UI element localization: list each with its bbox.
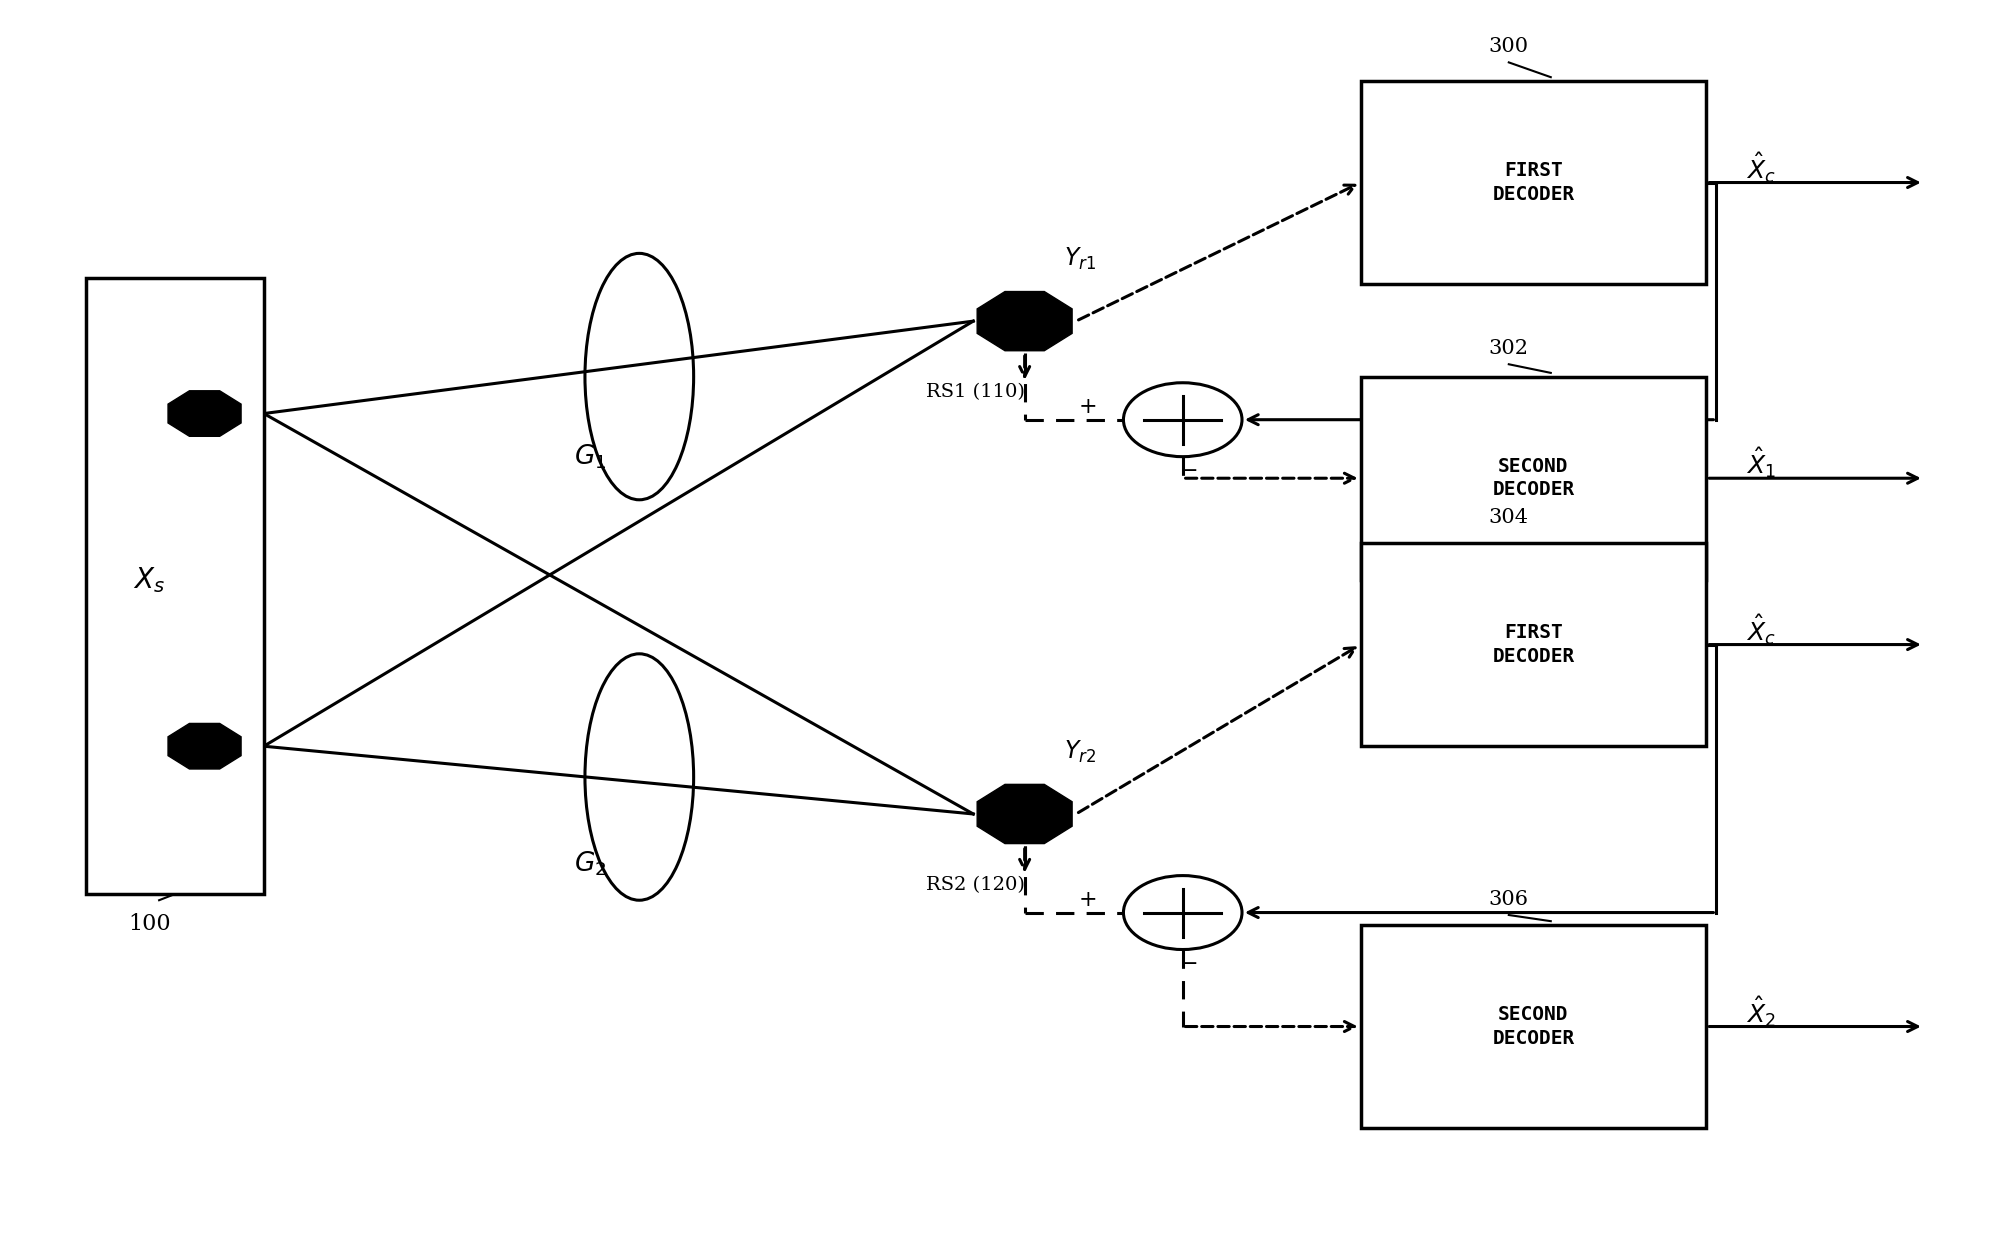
Polygon shape	[167, 391, 241, 436]
Text: $Y_{r1}$: $Y_{r1}$	[1064, 245, 1096, 272]
Text: FIRST
DECODER: FIRST DECODER	[1492, 161, 1573, 204]
Text: SECOND
DECODER: SECOND DECODER	[1492, 1006, 1573, 1048]
Text: $X_s$: $X_s$	[133, 564, 165, 594]
Text: RS1 (110): RS1 (110)	[925, 383, 1024, 401]
Polygon shape	[977, 785, 1072, 844]
Text: $Y_{r2}$: $Y_{r2}$	[1064, 739, 1096, 765]
Text: RS2 (120): RS2 (120)	[925, 876, 1024, 893]
FancyBboxPatch shape	[1360, 376, 1705, 579]
Text: −: −	[1179, 953, 1197, 976]
Text: 302: 302	[1488, 339, 1528, 358]
Text: $G_1$: $G_1$	[573, 442, 607, 471]
FancyBboxPatch shape	[1360, 925, 1705, 1128]
Text: $G_2$: $G_2$	[573, 849, 607, 877]
Text: SECOND
DECODER: SECOND DECODER	[1492, 457, 1573, 500]
Polygon shape	[977, 292, 1072, 350]
Text: FIRST
DECODER: FIRST DECODER	[1492, 623, 1573, 665]
Text: 306: 306	[1488, 890, 1528, 908]
Text: $\hat{X}_1$: $\hat{X}_1$	[1744, 445, 1774, 480]
Text: +: +	[1078, 396, 1096, 419]
FancyBboxPatch shape	[1360, 543, 1705, 746]
Text: $\hat{X}_c$: $\hat{X}_c$	[1744, 150, 1774, 184]
Text: 100: 100	[127, 912, 171, 934]
FancyBboxPatch shape	[1360, 81, 1705, 284]
Text: −: −	[1179, 461, 1197, 482]
Text: $\hat{X}_2$: $\hat{X}_2$	[1744, 994, 1774, 1028]
Text: $\hat{X}_c$: $\hat{X}_c$	[1744, 612, 1774, 647]
Text: 300: 300	[1488, 37, 1528, 56]
FancyBboxPatch shape	[86, 278, 265, 895]
Polygon shape	[167, 724, 241, 769]
Text: 304: 304	[1488, 508, 1528, 527]
Text: +: +	[1078, 890, 1096, 911]
